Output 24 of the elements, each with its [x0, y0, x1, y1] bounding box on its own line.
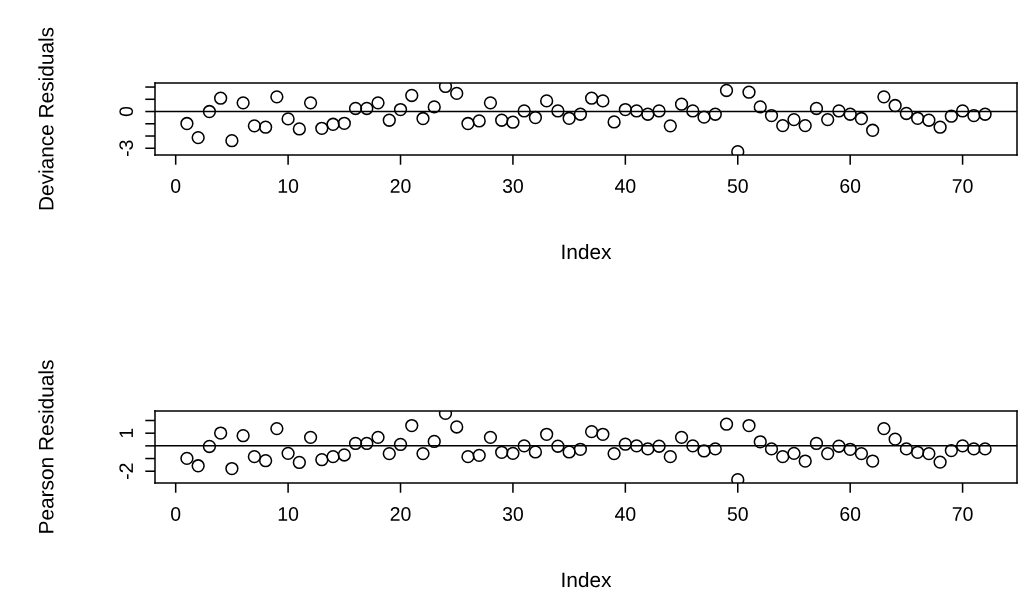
x-tick-label: 30 [502, 179, 523, 193]
x-tick-label: 20 [390, 507, 411, 521]
x-tick-label: 60 [840, 507, 861, 521]
y-axis-title: Deviance Residuals [38, 27, 54, 210]
y-axis-title: Pearson Residuals [38, 360, 54, 533]
x-tick-label: 60 [840, 179, 861, 193]
y-tick-label: -3 [119, 140, 134, 157]
x-axis-title: Index [562, 571, 612, 588]
x-tick-label: 40 [614, 179, 636, 193]
x-tick-label: 0 [171, 179, 181, 193]
y-tick-label: -2 [119, 463, 133, 479]
y-tick-label: 1 [119, 428, 133, 438]
x-tick-label: 70 [952, 179, 973, 193]
x-tick-label: 20 [390, 179, 411, 193]
x-axis-title: Index [562, 243, 612, 260]
x-tick-label: 50 [727, 507, 748, 521]
x-tick-label: 40 [614, 507, 636, 521]
x-tick-label: 50 [727, 179, 748, 193]
x-tick-label: 10 [278, 507, 299, 521]
x-tick-label: 0 [171, 507, 181, 521]
y-tick-label: 0 [119, 106, 134, 117]
x-tick-label: 10 [278, 179, 299, 193]
x-tick-label: 70 [952, 507, 973, 521]
x-tick-label: 30 [502, 507, 523, 521]
